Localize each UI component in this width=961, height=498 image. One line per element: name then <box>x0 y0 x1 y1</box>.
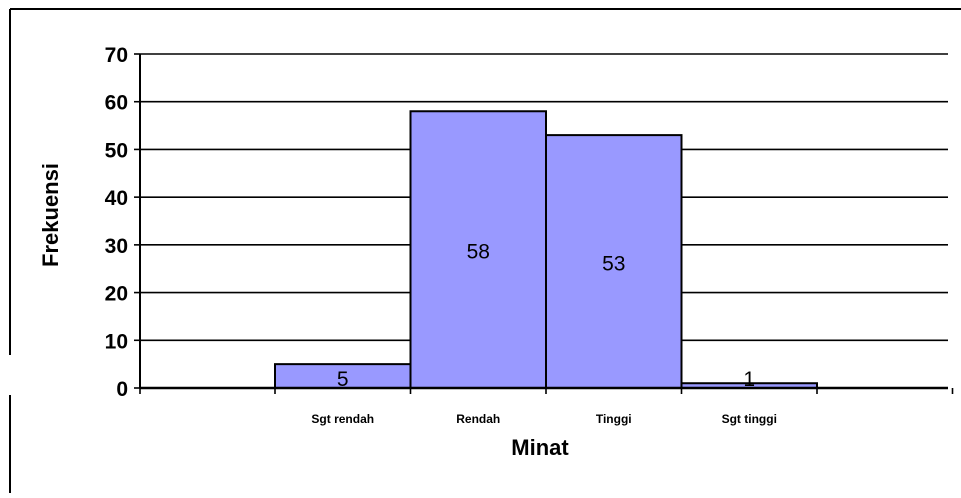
y-tick-label: 70 <box>105 44 128 67</box>
x-tick-label: Tinggi <box>596 412 632 426</box>
data-label: 53 <box>602 253 625 276</box>
y-tick-label: 40 <box>105 187 128 210</box>
y-tick-label: 10 <box>105 330 128 353</box>
y-tick-label: 0 <box>116 378 128 401</box>
x-tick-label: Sgt tinggi <box>722 412 777 426</box>
x-tick-labels: Sgt rendah Rendah Tinggi Sgt tinggi <box>311 412 777 426</box>
bar-rendah <box>409 110 547 389</box>
y-tick-label: 60 <box>105 92 128 115</box>
bar-tinggi <box>545 134 683 389</box>
chart-border <box>9 8 961 493</box>
y-tick-labels: 0 10 20 30 40 50 60 70 <box>105 44 128 401</box>
data-labels: 5 58 53 1 <box>337 241 755 391</box>
data-label: 5 <box>337 368 349 391</box>
x-axis-title: Minat <box>511 435 569 460</box>
x-tick-label: Sgt rendah <box>311 412 374 426</box>
y-tick-label: 20 <box>105 283 128 306</box>
y-tick-label: 50 <box>105 139 128 162</box>
y-tick-label: 30 <box>105 235 128 258</box>
y-axis-title: Frekuensi <box>38 163 63 267</box>
data-label: 1 <box>743 368 755 391</box>
x-tick-label: Rendah <box>456 412 500 426</box>
bars <box>274 110 818 390</box>
axes <box>134 53 954 394</box>
data-label: 58 <box>467 241 490 264</box>
